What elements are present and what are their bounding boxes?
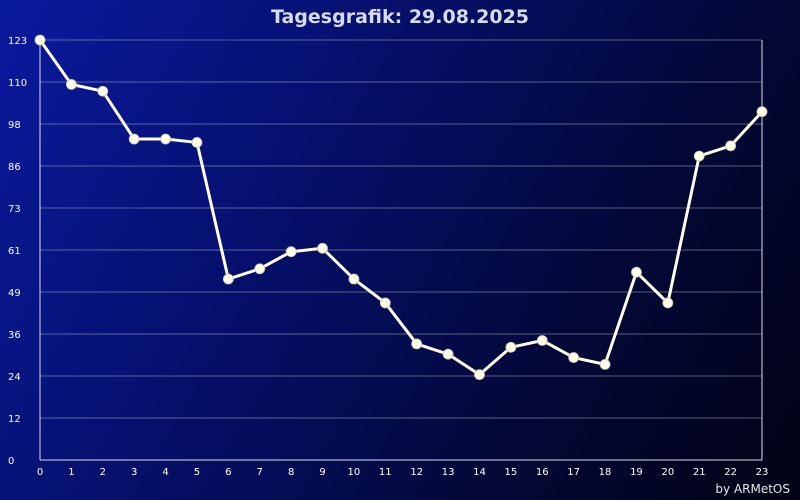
- y-tick-label: 123: [8, 36, 27, 47]
- data-point: [536, 335, 548, 346]
- y-tick-label: 36: [8, 330, 21, 341]
- x-tick-label: 8: [288, 467, 294, 478]
- x-tick-label: 23: [756, 467, 769, 478]
- data-point: [411, 338, 423, 350]
- x-tick-label: 1: [68, 467, 74, 478]
- x-tick-label: 0: [37, 467, 43, 478]
- data-point: [348, 273, 360, 285]
- x-tick-label: 5: [194, 467, 200, 478]
- x-tick-label: 17: [567, 467, 580, 478]
- data-point: [34, 34, 46, 46]
- data-point: [756, 106, 768, 118]
- y-tick-label: 49: [8, 288, 21, 299]
- x-tick-label: 18: [599, 467, 612, 478]
- y-tick-label: 110: [8, 78, 27, 89]
- x-tick-label: 21: [693, 467, 706, 478]
- y-tick-label: 12: [8, 414, 21, 425]
- x-tick-label: 10: [348, 467, 361, 478]
- data-point: [191, 137, 203, 148]
- data-point: [474, 369, 485, 381]
- data-point: [254, 263, 266, 275]
- chart-title: Tagesgrafik: 29.08.2025: [270, 6, 530, 28]
- data-point: [128, 133, 140, 145]
- y-tick-label: 73: [8, 204, 21, 215]
- x-tick-label: 9: [319, 467, 325, 478]
- x-tick-label: 15: [505, 467, 518, 478]
- data-point: [379, 297, 391, 309]
- data-point: [599, 358, 611, 370]
- x-tick-label: 20: [661, 467, 674, 478]
- x-tick-label: 13: [442, 467, 455, 478]
- data-point: [631, 266, 642, 278]
- data-point: [568, 352, 580, 363]
- x-tick-label: 7: [257, 467, 263, 478]
- credit-label: by ARMetOS: [715, 482, 790, 496]
- y-tick-label: 61: [8, 246, 21, 257]
- y-tick-label: 86: [8, 162, 21, 173]
- data-point: [160, 133, 171, 145]
- x-tick-label: 16: [536, 467, 549, 478]
- data-point: [442, 348, 454, 360]
- data-point: [285, 246, 297, 258]
- data-point: [662, 297, 674, 309]
- y-tick-label: 0: [8, 456, 14, 467]
- x-tick-label: 6: [225, 467, 231, 478]
- data-point: [222, 273, 234, 285]
- x-tick-label: 12: [410, 467, 423, 478]
- x-tick-label: 2: [100, 467, 106, 478]
- data-point: [693, 150, 705, 162]
- data-point: [97, 85, 109, 97]
- x-tick-label: 14: [473, 467, 486, 478]
- y-tick-label: 24: [8, 372, 21, 383]
- data-point: [65, 78, 77, 90]
- data-point: [725, 140, 737, 152]
- data-point: [317, 242, 328, 254]
- x-tick-label: 22: [724, 467, 737, 478]
- x-tick-label: 19: [630, 467, 643, 478]
- y-tick-label: 98: [8, 120, 21, 131]
- data-point: [505, 341, 517, 353]
- x-tick-label: 4: [162, 467, 168, 478]
- x-tick-label: 11: [379, 467, 392, 478]
- x-tick-label: 3: [131, 467, 137, 478]
- series-line: [38, 39, 764, 377]
